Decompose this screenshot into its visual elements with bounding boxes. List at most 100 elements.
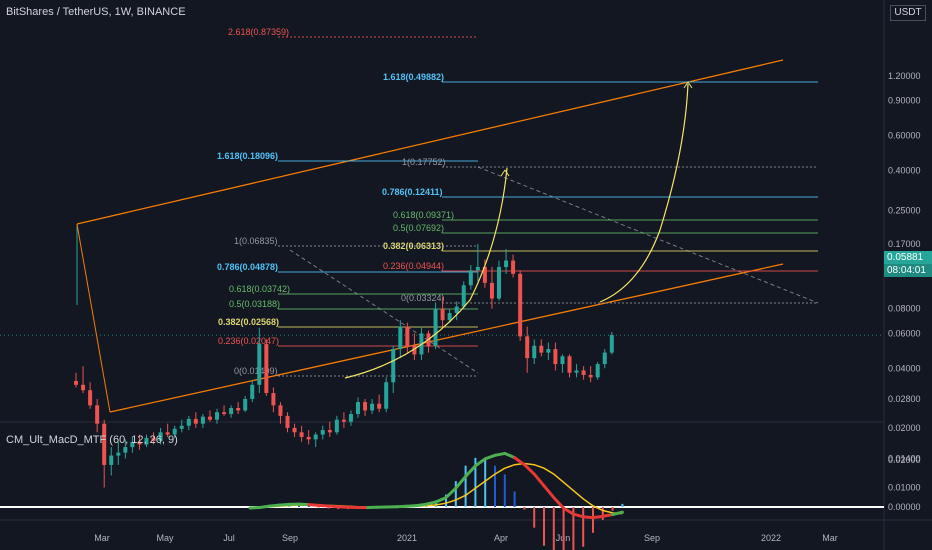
macd-y-tick-label: 0.00000 bbox=[888, 502, 921, 512]
candle-body bbox=[440, 308, 445, 321]
candle-body bbox=[285, 415, 290, 428]
candle-body bbox=[447, 313, 452, 321]
candle-body bbox=[595, 364, 600, 378]
macd-line bbox=[483, 453, 497, 461]
candle-body bbox=[497, 266, 501, 299]
candle-body bbox=[504, 260, 509, 267]
fib-level-label: 0(0.01409) bbox=[234, 366, 278, 376]
y-tick-label: 0.01400 bbox=[888, 454, 921, 464]
y-tick-label: 0.90000 bbox=[888, 96, 921, 106]
fib-level-label: 0.382(0.06313) bbox=[383, 241, 444, 251]
candle-body bbox=[193, 418, 198, 424]
y-tick-label: 0.60000 bbox=[888, 130, 921, 140]
candle-body bbox=[151, 437, 156, 441]
macd-y-tick-label: 0.02000 bbox=[888, 455, 921, 465]
macd-line bbox=[542, 484, 556, 500]
candle-body bbox=[299, 432, 304, 437]
candle-body bbox=[229, 408, 234, 415]
macd-line bbox=[601, 513, 615, 518]
macd-line bbox=[611, 510, 624, 517]
macd-line bbox=[513, 456, 526, 467]
currency-button[interactable]: USDT bbox=[890, 5, 926, 21]
candle-body bbox=[320, 430, 325, 435]
x-tick-label: Sep bbox=[644, 533, 660, 543]
candle-body bbox=[116, 452, 121, 456]
x-tick-label: 2022 bbox=[761, 533, 781, 543]
candle-body bbox=[581, 370, 586, 375]
candle-body bbox=[137, 441, 142, 445]
candle-body bbox=[207, 416, 212, 420]
candle-body bbox=[412, 345, 417, 355]
candle-body bbox=[158, 432, 163, 441]
fib-level-label: 1(0.06835) bbox=[234, 236, 278, 246]
x-tick-label: May bbox=[156, 533, 174, 543]
candle-body bbox=[468, 270, 473, 286]
macd-line bbox=[532, 472, 546, 488]
x-tick-label: Jul bbox=[223, 533, 235, 543]
candle-body bbox=[356, 402, 360, 415]
fib-level-label: 0.5(0.07692) bbox=[393, 223, 444, 233]
candle-body bbox=[95, 405, 100, 424]
macd-line bbox=[552, 496, 566, 510]
candle-body bbox=[334, 419, 339, 433]
fib-level-label: 1.618(0.18096) bbox=[217, 151, 278, 161]
candle-body bbox=[243, 398, 248, 411]
candle-body bbox=[539, 345, 544, 353]
candle-body bbox=[74, 381, 78, 385]
fib-level-label: 0.618(0.09371) bbox=[393, 210, 454, 220]
macd-line bbox=[268, 503, 281, 508]
candle-body bbox=[525, 336, 530, 359]
candle-body bbox=[109, 455, 114, 465]
y-tick-label: 0.02800 bbox=[888, 394, 921, 404]
channel-upper-line bbox=[76, 59, 784, 225]
macd-line bbox=[522, 463, 536, 476]
macd-line bbox=[326, 504, 340, 509]
macd-line bbox=[493, 451, 507, 457]
candle-body bbox=[567, 356, 572, 373]
fib-level-label: 0.786(0.04878) bbox=[217, 262, 278, 272]
candle-body bbox=[250, 384, 255, 399]
y-tick-label: 0.04000 bbox=[888, 363, 921, 373]
parabolic-curve bbox=[599, 83, 689, 303]
candle-body bbox=[391, 349, 396, 383]
candle-body bbox=[370, 403, 375, 411]
trend-dash-line bbox=[289, 249, 479, 374]
x-tick-label: Apr bbox=[494, 533, 508, 543]
candle-body bbox=[257, 344, 262, 385]
curve-arrow-icon bbox=[683, 81, 693, 89]
fib-level-label: 0.382(0.02568) bbox=[218, 317, 279, 327]
candle-body bbox=[341, 419, 346, 422]
x-tick-label: Mar bbox=[822, 533, 838, 543]
y-tick-label: 0.17000 bbox=[888, 239, 921, 249]
candle-body bbox=[292, 427, 297, 433]
candle-body bbox=[165, 432, 170, 435]
y-tick-label: 1.20000 bbox=[888, 71, 921, 81]
candle-body bbox=[482, 266, 487, 283]
candle-body bbox=[172, 428, 177, 435]
macd-line bbox=[258, 504, 272, 509]
y-tick-label: 0.02000 bbox=[888, 423, 921, 433]
candle-body bbox=[327, 430, 332, 433]
candle-body bbox=[306, 436, 311, 440]
candle-body bbox=[179, 425, 184, 429]
current-price-tag: 0.05881 bbox=[884, 251, 932, 264]
indicator-title: CM_Ult_MacD_MTF (60, 12, 26, 9) bbox=[6, 434, 178, 446]
candle-body bbox=[222, 412, 227, 415]
candle-body bbox=[384, 382, 389, 409]
candle-body bbox=[123, 447, 128, 453]
candle-body bbox=[130, 441, 135, 448]
candle-body bbox=[518, 273, 523, 337]
candle-body bbox=[398, 326, 403, 350]
macd-line bbox=[473, 457, 487, 468]
macd-line bbox=[562, 506, 575, 516]
x-tick-label: Sep bbox=[282, 533, 298, 543]
macd-line bbox=[415, 502, 428, 508]
macd-line bbox=[581, 515, 595, 520]
candle-body bbox=[88, 390, 93, 406]
candle-body bbox=[609, 335, 614, 353]
chart-title: BitShares / TetherUS, 1W, BINANCE bbox=[6, 6, 186, 18]
macd-line bbox=[503, 451, 517, 460]
candle-body bbox=[271, 393, 276, 406]
